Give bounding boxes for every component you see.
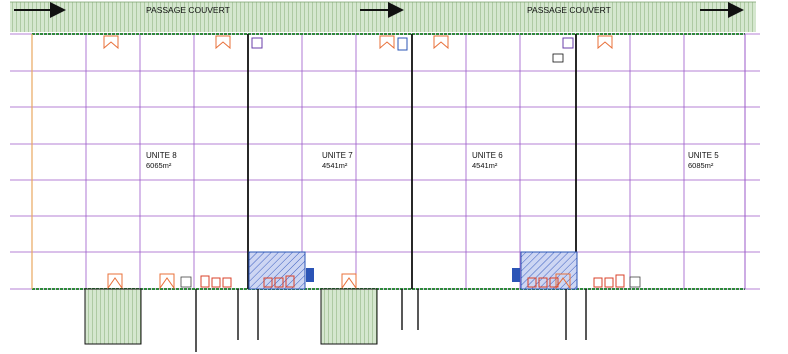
unit-5-area: 6085m² (688, 161, 714, 170)
covered-passage (10, 1, 756, 32)
dock-leveller-group (200, 274, 625, 288)
loading-dock-icon (107, 273, 571, 290)
unit-labels: UNITE 8 6065m² UNITE 7 4541m² UNITE 6 45… (146, 151, 719, 170)
electrical-box-icon (180, 276, 641, 288)
unit-6-name: UNITE 6 (472, 151, 503, 160)
unit-7-name: UNITE 7 (322, 151, 353, 160)
passage-label-2: PASSAGE COUVERT (527, 5, 611, 15)
unit-8-name: UNITE 8 (146, 151, 177, 160)
truck-bay (84, 288, 378, 345)
unit-walls (247, 34, 577, 289)
unit-8-area: 6065m² (146, 161, 172, 170)
office-block-icon (248, 251, 578, 290)
structural-grid (10, 33, 760, 290)
loading-dock-icon (103, 35, 613, 50)
electrical-box-icon (251, 37, 574, 63)
passage-label-1: PASSAGE COUVERT (146, 5, 230, 15)
unit-6-area: 4541m² (472, 161, 498, 170)
unit-5-name: UNITE 5 (688, 151, 719, 160)
unit-7-area: 4541m² (322, 161, 348, 170)
exterior-posts (195, 289, 587, 352)
front-facade (31, 33, 746, 290)
